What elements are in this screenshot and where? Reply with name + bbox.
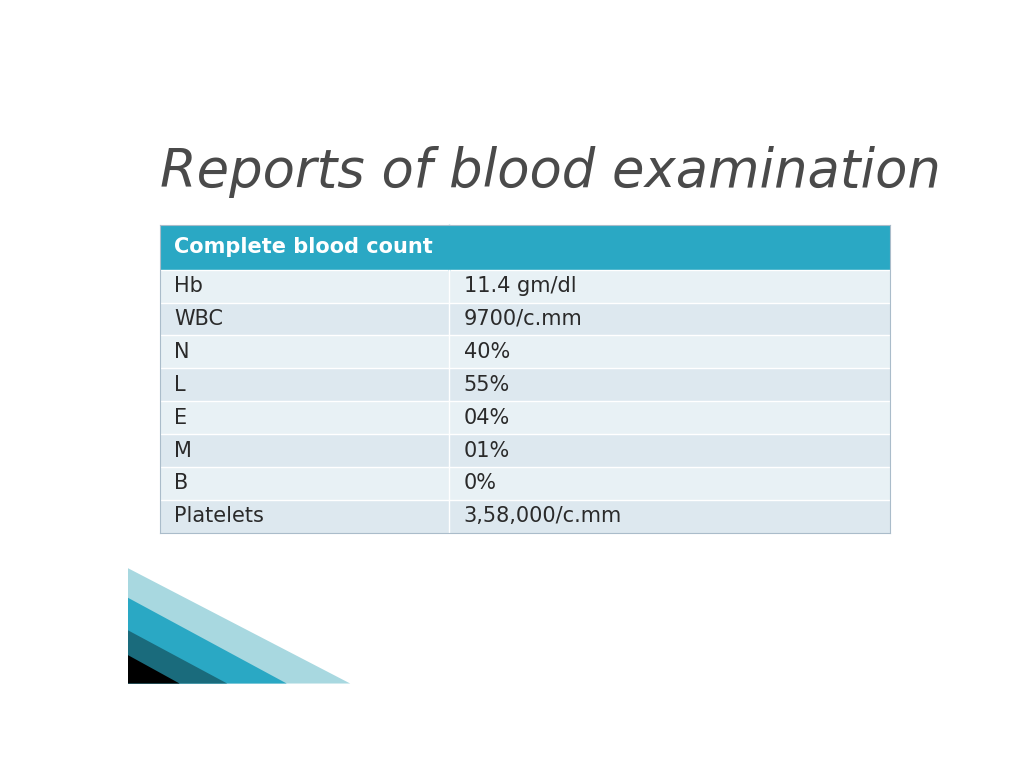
Text: E: E	[174, 408, 187, 428]
Text: WBC: WBC	[174, 309, 223, 329]
Text: 04%: 04%	[464, 408, 510, 428]
Text: B: B	[174, 473, 188, 493]
Text: 40%: 40%	[464, 342, 510, 362]
Polygon shape	[128, 598, 287, 684]
Bar	[160, 225, 890, 270]
Bar	[160, 336, 890, 369]
Bar	[160, 500, 890, 533]
Text: Reports of blood examination: Reports of blood examination	[160, 146, 940, 198]
Bar	[160, 270, 890, 303]
Text: 55%: 55%	[464, 375, 510, 395]
Bar	[160, 369, 890, 401]
Text: 11.4 gm/dl: 11.4 gm/dl	[464, 276, 577, 296]
Text: 0%: 0%	[464, 473, 497, 493]
Text: 9700/c.mm: 9700/c.mm	[464, 309, 583, 329]
Text: Platelets: Platelets	[174, 506, 264, 526]
Bar	[160, 467, 890, 500]
Text: 3,58,000/c.mm: 3,58,000/c.mm	[464, 506, 622, 526]
Text: Hb: Hb	[174, 276, 203, 296]
Bar	[160, 303, 890, 336]
Text: Complete blood count: Complete blood count	[174, 237, 433, 257]
Text: L: L	[174, 375, 185, 395]
Polygon shape	[128, 655, 179, 684]
Bar	[160, 434, 890, 467]
Polygon shape	[128, 568, 350, 684]
Bar	[160, 401, 890, 434]
Text: N: N	[174, 342, 189, 362]
Polygon shape	[128, 631, 227, 684]
Text: M: M	[174, 441, 191, 461]
Text: 01%: 01%	[464, 441, 510, 461]
